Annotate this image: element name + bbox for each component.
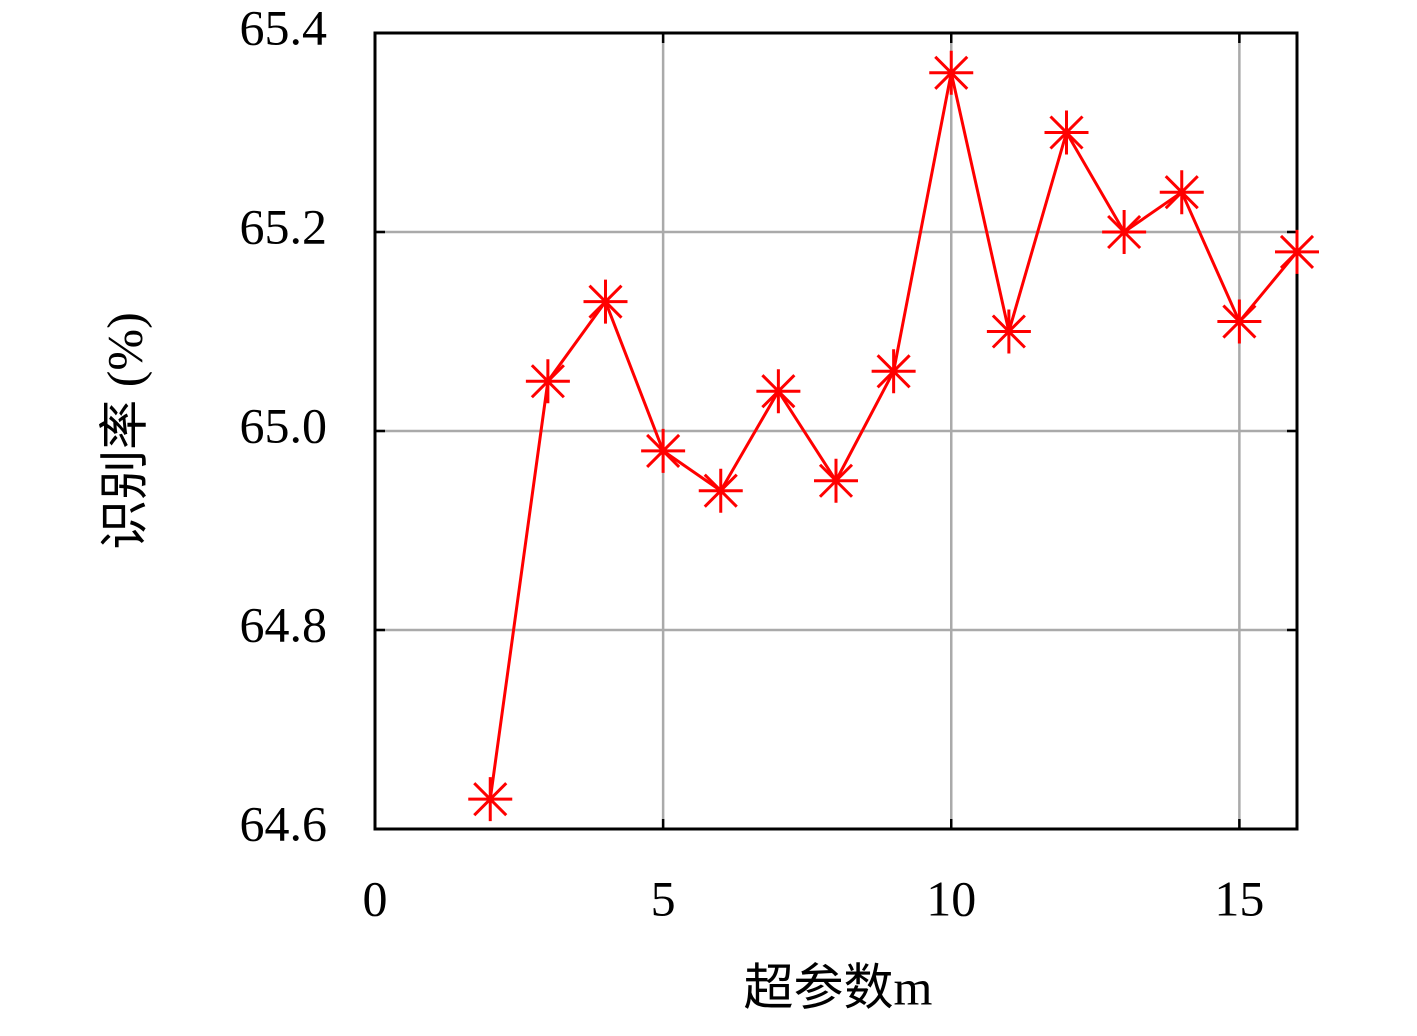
marker	[986, 309, 1031, 354]
marker	[525, 359, 570, 404]
x-tick-label: 0	[363, 870, 388, 926]
marker	[468, 777, 513, 822]
marker	[929, 50, 974, 95]
y-tick-label: 65.0	[240, 397, 328, 453]
marker	[1275, 229, 1319, 274]
marker	[1159, 170, 1204, 215]
marker	[814, 458, 858, 503]
y-tick-label: 65.2	[240, 198, 328, 254]
y-tick-label: 65.4	[240, 0, 328, 55]
marker	[871, 349, 916, 394]
marker	[1217, 299, 1262, 344]
marker	[641, 428, 686, 473]
marker	[583, 279, 628, 324]
y-axis-label: 识别率 (%)	[96, 312, 152, 549]
x-tick-label: 5	[651, 870, 676, 926]
x-tick-label: 15	[1214, 870, 1264, 926]
plot-frame	[373, 31, 1299, 831]
data-line	[488, 72, 1299, 800]
x-axis-label: 超参数m	[744, 959, 933, 1015]
marker	[756, 369, 801, 414]
marker	[1044, 110, 1089, 155]
marker	[1102, 210, 1147, 254]
y-tick-label: 64.8	[240, 596, 328, 652]
y-tick-label: 64.6	[240, 795, 328, 851]
x-tick-label: 10	[926, 870, 976, 926]
marker	[698, 468, 743, 513]
